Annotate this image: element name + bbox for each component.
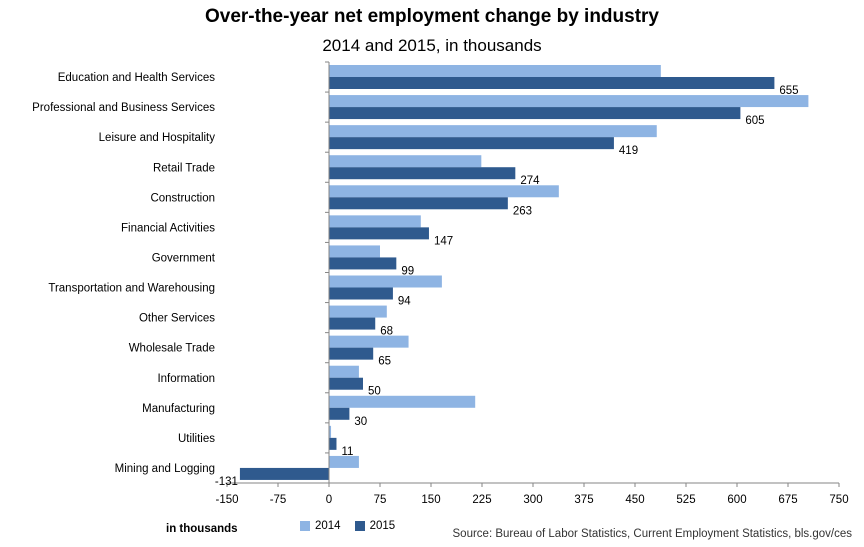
x-axis-units-label: in thousands (166, 523, 238, 535)
x-tick-label: 375 (574, 494, 593, 506)
data-label-2015: 605 (745, 115, 764, 127)
legend-swatch-2014 (300, 521, 310, 531)
bar-2015 (329, 167, 516, 180)
bar-2015 (329, 437, 337, 450)
category-label: Information (157, 373, 215, 385)
data-label-2015: 94 (398, 296, 411, 308)
data-label-2015: 274 (520, 175, 540, 187)
x-tick-label: 750 (829, 494, 848, 506)
category-label: Leisure and Hospitality (99, 132, 216, 144)
legend-label-2015: 2015 (369, 520, 396, 532)
category-label: Mining and Logging (115, 463, 215, 475)
bar-2014 (329, 95, 809, 108)
x-tick-label: 225 (472, 494, 491, 506)
data-label-2015: 30 (354, 416, 367, 428)
source-note: Source: Bureau of Labor Statistics, Curr… (452, 528, 852, 540)
bar-2014 (329, 215, 421, 228)
legend-swatch-2015 (354, 521, 365, 531)
bar-2014 (329, 365, 359, 378)
x-tick-label: 450 (625, 494, 644, 506)
bar-2014 (329, 425, 332, 438)
x-tick-label: 600 (727, 494, 746, 506)
bar-2014 (329, 155, 482, 168)
legend-label-2014: 2014 (315, 520, 341, 532)
category-label: Construction (150, 192, 215, 204)
data-label-2015: 11 (341, 446, 353, 458)
bar-2015 (329, 227, 429, 240)
chart-title: Over-the-year net employment change by i… (204, 6, 659, 27)
bar-2014 (329, 185, 559, 198)
x-tick-label: 75 (374, 494, 387, 506)
bar-2014 (329, 245, 380, 258)
category-label: Financial Activities (121, 222, 215, 234)
bar-2015 (329, 407, 350, 420)
bar-2014 (329, 275, 442, 288)
bar-2015 (329, 77, 775, 89)
data-label-2015: 65 (378, 356, 391, 368)
chart-subtitle: 2014 and 2015, in thousands (322, 36, 542, 55)
data-label-2015: 147 (434, 235, 453, 247)
x-tick-label: -75 (270, 494, 287, 506)
category-label: Other Services (139, 313, 215, 325)
data-label-2015: 99 (401, 265, 414, 277)
category-label: Education and Health Services (58, 72, 216, 84)
legend-item-2015: 2015 (354, 520, 396, 532)
data-label-2015: 655 (779, 85, 798, 97)
category-label: Professional and Business Services (32, 102, 215, 114)
legend: 2014 2015 (300, 520, 395, 532)
category-label: Transportation and Warehousing (48, 283, 215, 295)
x-tick-label: 150 (421, 494, 440, 506)
x-tick-label: -150 (215, 494, 238, 506)
bar-2014 (329, 125, 657, 138)
data-label-2015: 68 (380, 326, 393, 338)
category-label: Retail Trade (153, 162, 215, 174)
data-label-2015: -131 (215, 476, 238, 488)
bar-2015 (239, 467, 329, 480)
category-label: Wholesale Trade (129, 343, 215, 355)
legend-item-2014: 2014 (300, 520, 341, 532)
data-label-2015: 50 (368, 386, 381, 398)
bar-2014 (329, 395, 476, 408)
bar-2014 (329, 335, 409, 348)
bar-2015 (329, 287, 393, 300)
x-tick-label: 675 (778, 494, 797, 506)
x-tick-label: 0 (326, 494, 332, 506)
bar-2015 (329, 197, 508, 210)
category-label: Utilities (178, 433, 215, 445)
category-label: Government (152, 252, 216, 264)
bar-2015 (329, 107, 741, 120)
bar-2015 (329, 377, 363, 390)
x-tick-label: 525 (676, 494, 695, 506)
data-label-2015: 263 (513, 205, 532, 217)
bar-2014 (329, 305, 387, 318)
x-tick-label: 300 (523, 494, 542, 506)
bar-2014 (329, 65, 661, 77)
category-label: Manufacturing (142, 403, 215, 415)
bar-2015 (329, 137, 614, 150)
bar-2015 (329, 317, 376, 330)
bar-2015 (329, 347, 374, 360)
bar-2014 (329, 455, 359, 468)
data-label-2015: 419 (619, 145, 638, 157)
bar-2015 (329, 257, 397, 270)
